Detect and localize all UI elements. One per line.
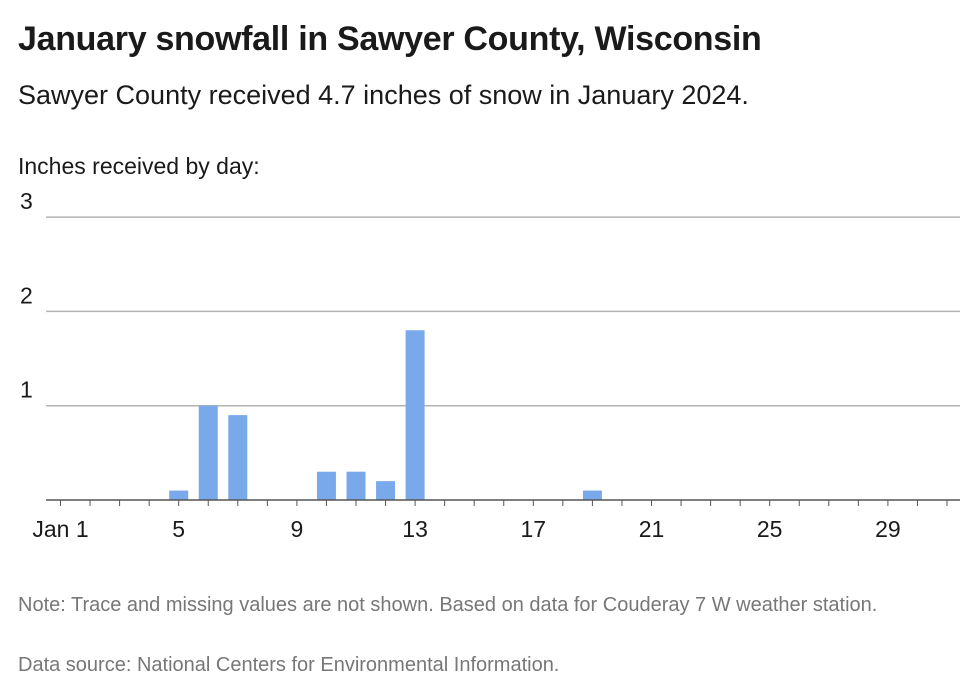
bar-day-11: [346, 471, 366, 500]
y-tick-label: 2: [20, 282, 33, 308]
x-tick-label: 9: [291, 516, 304, 542]
chart-title: January snowfall in Sawyer County, Wisco…: [18, 20, 762, 58]
bar-day-13: [405, 330, 425, 500]
x-tick-label: 25: [757, 516, 783, 542]
x-tick-label: 29: [875, 516, 901, 542]
x-tick-label: Jan 1: [32, 516, 88, 542]
y-tick-label: 3: [20, 188, 33, 214]
bar-day-19: [582, 490, 602, 500]
x-tick-label: 21: [639, 516, 665, 542]
bars: [169, 330, 602, 500]
bar-day-7: [228, 415, 248, 500]
y-axis-caption: Inches received by day:: [18, 153, 260, 179]
x-tick-label: 5: [172, 516, 185, 542]
x-tick-label: 17: [521, 516, 547, 542]
bar-day-6: [198, 405, 218, 500]
footnote: Note: Trace and missing values are not s…: [18, 594, 878, 616]
x-axis: Jan 1 5 9 13 17 21 25 29: [32, 499, 960, 542]
gridlines: 1 2 3: [20, 188, 960, 407]
bar-day-10: [316, 471, 336, 500]
chart-subtitle: Sawyer County received 4.7 inches of sno…: [18, 80, 749, 110]
y-tick-label: 1: [20, 377, 33, 403]
x-tick-label: 13: [402, 516, 428, 542]
snowfall-bar-chart: 1 2 3 Jan 1 5 9 13 17 21 25 29: [20, 188, 960, 542]
data-source: Data source: National Centers for Enviro…: [18, 654, 560, 676]
bar-day-5: [169, 490, 189, 500]
bar-day-12: [376, 481, 396, 500]
